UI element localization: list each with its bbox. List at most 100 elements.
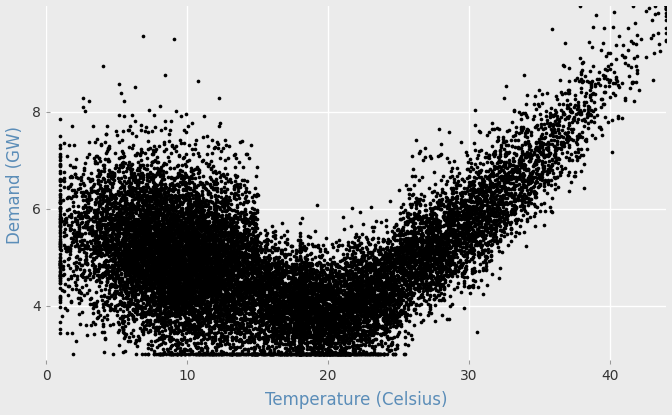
Point: [476, 181, 487, 188]
Point: [489, 221, 500, 227]
Point: [110, 294, 120, 300]
Point: [171, 211, 182, 218]
Point: [154, 290, 165, 297]
Point: [155, 261, 165, 268]
Point: [241, 241, 252, 247]
Point: [243, 259, 254, 266]
Point: [466, 179, 477, 186]
Point: [192, 190, 203, 196]
Point: [423, 228, 434, 234]
Point: [382, 297, 392, 304]
Point: [441, 271, 452, 278]
Point: [294, 290, 305, 297]
Point: [220, 286, 230, 292]
Point: [442, 249, 452, 256]
Point: [71, 281, 81, 288]
Point: [163, 185, 174, 192]
Point: [255, 322, 265, 328]
Point: [251, 281, 262, 287]
Point: [456, 216, 466, 223]
Point: [146, 261, 157, 268]
Point: [411, 243, 421, 250]
Point: [101, 197, 112, 204]
Point: [258, 288, 269, 294]
Point: [435, 284, 446, 290]
Point: [194, 278, 204, 285]
Point: [294, 293, 305, 300]
Point: [124, 261, 135, 268]
Point: [349, 330, 360, 336]
Point: [325, 340, 336, 347]
Point: [160, 320, 171, 326]
Point: [70, 170, 81, 177]
Point: [130, 268, 140, 274]
Point: [354, 301, 365, 308]
Point: [387, 308, 398, 315]
Point: [231, 256, 242, 263]
Point: [253, 307, 264, 314]
Point: [356, 303, 367, 310]
Point: [193, 271, 204, 277]
Point: [374, 312, 384, 319]
Point: [138, 213, 149, 220]
Point: [401, 255, 411, 261]
Point: [138, 260, 149, 267]
Point: [187, 267, 198, 273]
Point: [316, 351, 327, 357]
Point: [253, 294, 264, 300]
Point: [436, 273, 447, 280]
Point: [489, 217, 499, 224]
Point: [358, 348, 368, 354]
Point: [267, 290, 278, 297]
Point: [482, 227, 493, 234]
Point: [286, 290, 297, 296]
Point: [275, 351, 286, 357]
Point: [444, 249, 455, 255]
Point: [202, 233, 213, 240]
Point: [263, 311, 274, 318]
Point: [552, 125, 563, 132]
Point: [429, 255, 439, 261]
Point: [267, 351, 278, 357]
Point: [310, 291, 321, 298]
Point: [344, 280, 355, 286]
Point: [294, 298, 305, 304]
Point: [347, 327, 358, 333]
Point: [167, 211, 177, 217]
Point: [277, 273, 288, 280]
Point: [158, 272, 169, 278]
Point: [185, 351, 196, 357]
Point: [553, 144, 564, 151]
Point: [115, 243, 126, 250]
Point: [364, 317, 374, 323]
Point: [445, 173, 456, 180]
Point: [159, 254, 169, 261]
Point: [378, 293, 388, 299]
Point: [554, 168, 565, 175]
Point: [304, 276, 314, 282]
Point: [370, 276, 380, 282]
Point: [425, 261, 436, 267]
Point: [309, 311, 320, 318]
Point: [194, 350, 204, 356]
Point: [165, 351, 175, 357]
Point: [268, 281, 279, 287]
Point: [442, 273, 452, 280]
Point: [488, 150, 499, 157]
Point: [376, 311, 387, 317]
Point: [607, 24, 618, 31]
Point: [513, 174, 523, 181]
Point: [360, 297, 371, 304]
Point: [329, 327, 339, 334]
Point: [202, 180, 213, 187]
Point: [251, 313, 262, 320]
Point: [446, 228, 456, 235]
Point: [247, 272, 258, 279]
Point: [398, 273, 409, 280]
Point: [294, 237, 305, 243]
Point: [474, 167, 485, 174]
Point: [432, 244, 443, 251]
Point: [185, 288, 196, 295]
Point: [159, 319, 170, 326]
Point: [450, 209, 460, 216]
